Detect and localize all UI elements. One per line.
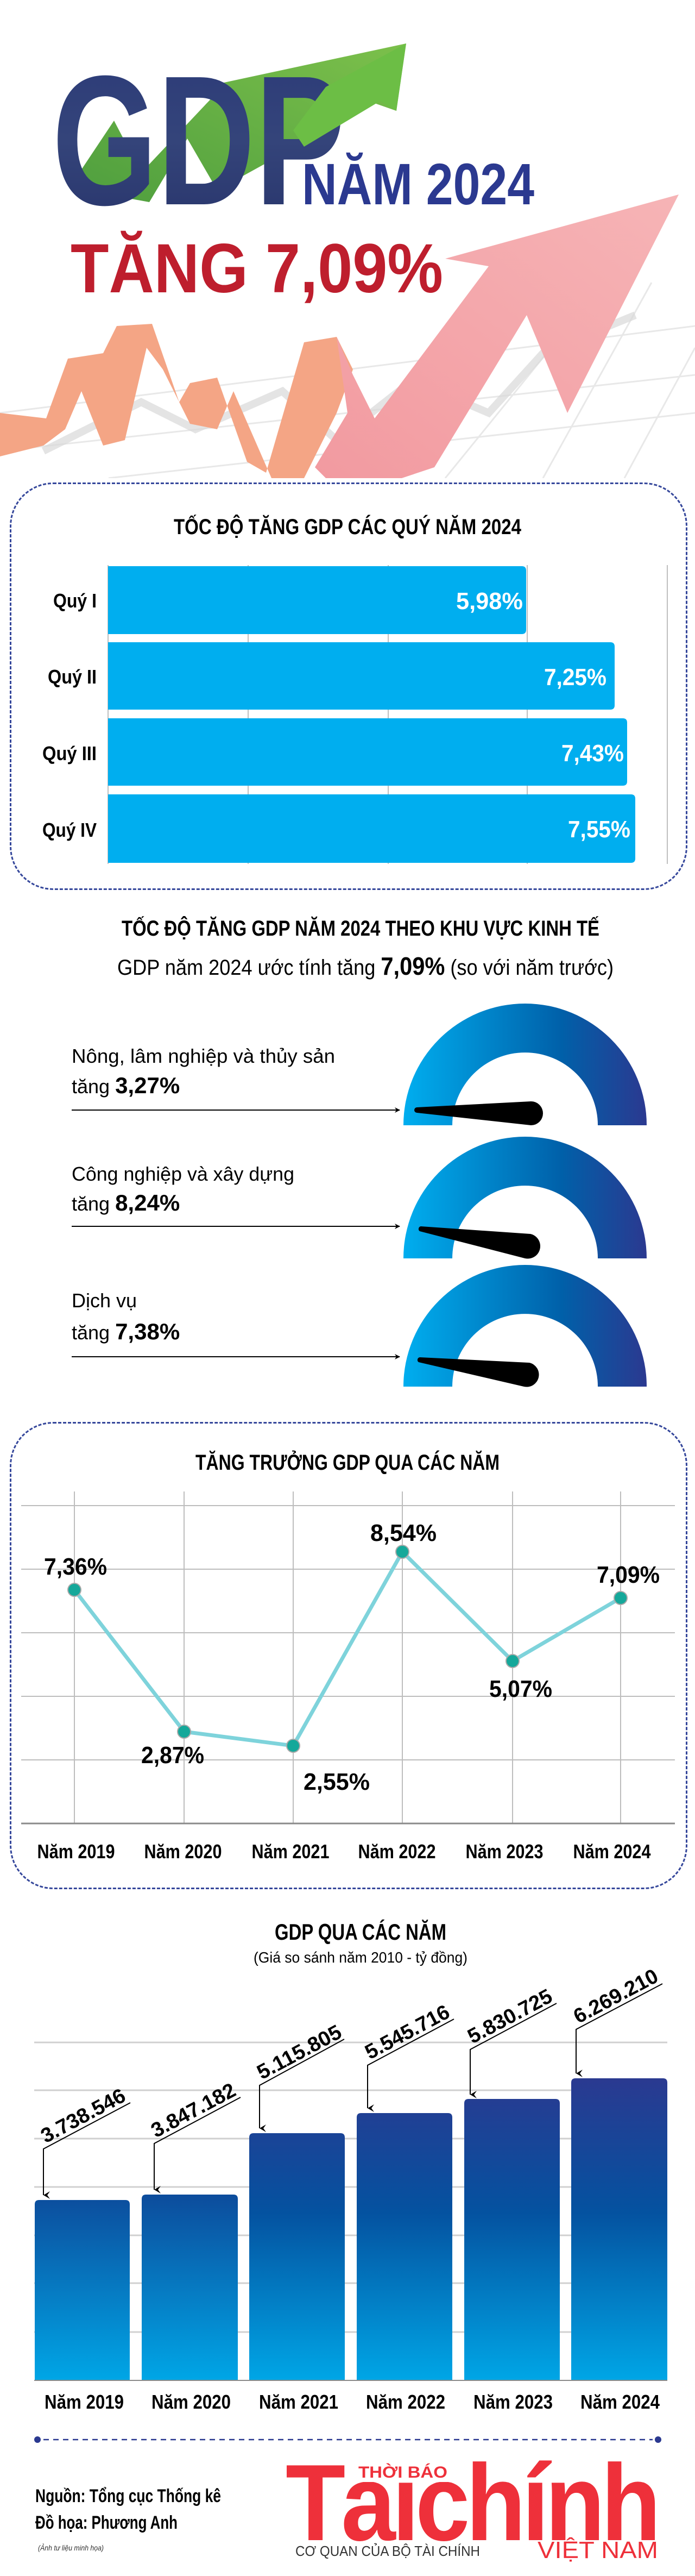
growth-value-label: 8,54%	[370, 1520, 437, 1546]
growth-year-label: Năm 2021	[252, 1840, 330, 1863]
quarterly-bar-2: Quý II 7,25%	[48, 642, 615, 710]
orange-zigzag	[0, 324, 353, 478]
source-credit: Nguồn: Tổng cục Thống kê	[35, 2486, 221, 2506]
gdp-chart: GDP QUA CÁC NĂM (Giá so sánh năm 2010 - …	[34, 1919, 667, 2413]
growth-chart: TĂNG TRƯỞNG GDP QUA CÁC NĂM 7,36% 2,87% …	[21, 1450, 675, 1863]
quarterly-bar-1: Quý I 5,98%	[53, 566, 526, 634]
year-title: NĂM 2024	[302, 151, 534, 217]
growth-value-label: 7,36%	[44, 1553, 107, 1580]
gdp-year-label: Năm 2019	[45, 2391, 124, 2413]
gdp-bar	[464, 2099, 560, 2380]
gdp-value-label: 5.545.716	[362, 2001, 454, 2064]
growth-year-labels: Năm 2019 Năm 2020 Năm 2021 Năm 2022 Năm …	[37, 1840, 651, 1863]
gdp-value-label: 5.115.805	[254, 2021, 346, 2084]
header-hero: GDP NĂM 2024 TĂNG 7,09%	[0, 0, 695, 478]
gdp-year-label: Năm 2023	[473, 2391, 553, 2413]
sector-subtitle: GDP năm 2024 ước tính tăng 7,09% (so với…	[117, 952, 614, 980]
quarterly-bar-label: Quý III	[42, 742, 97, 764]
gauge-arc	[403, 1265, 647, 1387]
quarterly-bar-label: Quý I	[53, 590, 97, 612]
quarterly-bar-value: 7,55%	[568, 816, 630, 843]
gdp-bar	[142, 2195, 238, 2380]
green-arrow-head	[293, 43, 406, 147]
sector-title: TỐC ĐỘ TĂNG GDP NĂM 2024 THEO KHU VỰC KI…	[122, 916, 599, 941]
gdp-year-label: Năm 2022	[366, 2391, 445, 2413]
graphics-credit: Đồ họa: Phương Anh	[35, 2512, 178, 2533]
growth-value-label: 2,55%	[304, 1769, 370, 1795]
growth-year-label: Năm 2020	[144, 1840, 222, 1863]
growth-gridlines	[21, 1491, 675, 1823]
footer-separator	[34, 2436, 661, 2443]
sector-name: Dịch vụ	[72, 1289, 137, 1312]
growth-points	[67, 1545, 628, 1753]
gdp-leaders	[43, 1983, 663, 2199]
green-arrow	[70, 43, 406, 202]
sector-gauge-2: Công nghiệp và xây dựng tăng 8,24%	[72, 1137, 647, 1259]
gdp-year-label: Năm 2021	[259, 2391, 338, 2413]
pink-arrow	[315, 195, 679, 478]
growth-title: TĂNG 7,09%	[71, 230, 443, 308]
gdp-bar	[249, 2133, 345, 2380]
gdp-year-label: Năm 2020	[151, 2391, 231, 2413]
gdp-chart-subtitle: (Giá so sánh năm 2010 - tỷ đồng)	[254, 1949, 467, 1966]
quarterly-bar-4: Quý IV 7,55%	[42, 794, 635, 863]
sector-name: Công nghiệp và xây dựng	[72, 1163, 294, 1185]
quarterly-title: TỐC ĐỘ TĂNG GDP CÁC QUÝ NĂM 2024	[174, 514, 522, 539]
quarterly-chart: TỐC ĐỘ TĂNG GDP CÁC QUÝ NĂM 2024 Quý I 5…	[42, 514, 668, 864]
growth-value-labels: 7,36% 2,87% 2,55% 8,54% 5,07% 7,09%	[44, 1520, 660, 1795]
logo-tagline: CƠ QUAN CỦA BỘ TÀI CHÍNH	[295, 2542, 480, 2559]
gauge-arc	[403, 1137, 647, 1258]
growth-value-label: 5,07%	[489, 1676, 552, 1702]
growth-line	[73, 1550, 622, 1748]
gauge-needle	[417, 1357, 539, 1387]
growth-frame	[10, 1422, 687, 1889]
gdp-value-label: 3.847.182	[148, 2079, 240, 2142]
sector-gauge-1: Nông, lâm nghiệp và thủy sản tăng 3,27%	[72, 1004, 647, 1125]
gdp-chart-title: GDP QUA CÁC NĂM	[275, 1919, 446, 1945]
growth-year-label: Năm 2024	[573, 1840, 651, 1863]
growth-year-label: Năm 2022	[358, 1840, 436, 1863]
gdp-bar	[35, 2200, 130, 2380]
sector-name: Nông, lâm nghiệp và thủy sản	[72, 1045, 335, 1067]
logo-country: VIỆT NAM	[538, 2537, 658, 2564]
sector-value: tăng 3,27%	[72, 1073, 180, 1098]
sector-value: tăng 8,24%	[72, 1190, 180, 1215]
gauge-needle	[418, 1226, 541, 1259]
growth-value-label: 2,87%	[141, 1742, 204, 1769]
gdp-gridlines	[34, 2041, 667, 2333]
gdp-bar	[571, 2078, 667, 2380]
gdp-bars	[35, 2078, 667, 2380]
growth-year-label: Năm 2023	[466, 1840, 544, 1863]
gauge-arc	[403, 1004, 647, 1125]
sector-value: tăng 7,38%	[72, 1319, 180, 1344]
quarterly-bar-3: Quý III 7,43%	[42, 718, 627, 786]
gdp-value-labels: 3.738.546 3.847.182 5.115.805 5.545.716 …	[37, 1965, 662, 2148]
header-background: GDP NĂM 2024 TĂNG 7,09%	[0, 37, 695, 478]
gdp-year-labels: Năm 2019 Năm 2020 Năm 2021 Năm 2022 Năm …	[45, 2391, 660, 2413]
footer: Nguồn: Tổng cục Thống kê Đồ họa: Phương …	[34, 2436, 661, 2564]
photo-note: (Ảnh tư liệu minh họa)	[38, 2543, 104, 2552]
quarterly-bar-value: 7,25%	[544, 664, 606, 691]
gdp-bar	[357, 2113, 452, 2380]
growth-year-label: Năm 2019	[37, 1840, 115, 1863]
growth-title: TĂNG TRƯỞNG GDP QUA CÁC NĂM	[195, 1450, 500, 1475]
growth-value-label: 7,09%	[597, 1562, 660, 1588]
quarterly-bar-value: 7,43%	[561, 740, 624, 767]
logo-top-line: THỜI BÁO	[358, 2463, 447, 2481]
gdp-value-label: 6.269.210	[570, 1965, 662, 2028]
sector-section: TỐC ĐỘ TĂNG GDP NĂM 2024 THEO KHU VỰC KI…	[72, 916, 647, 1387]
gauge-needle	[414, 1101, 543, 1125]
quarterly-bar-label: Quý IV	[42, 819, 97, 841]
gdp-value-label: 5.830.725	[464, 1985, 557, 2048]
publisher-logo[interactable]: Tàichính THỜI BÁO CƠ QUAN CỦA BỘ TÀI CHÍ…	[286, 2442, 661, 2564]
quarterly-bar-value: 5,98%	[456, 588, 523, 615]
quarterly-bar-label: Quý II	[48, 666, 97, 688]
gdp-big-letters: GDP	[52, 37, 345, 244]
gdp-year-label: Năm 2024	[580, 2391, 660, 2413]
sector-gauge-3: Dịch vụ tăng 7,38%	[72, 1265, 647, 1387]
